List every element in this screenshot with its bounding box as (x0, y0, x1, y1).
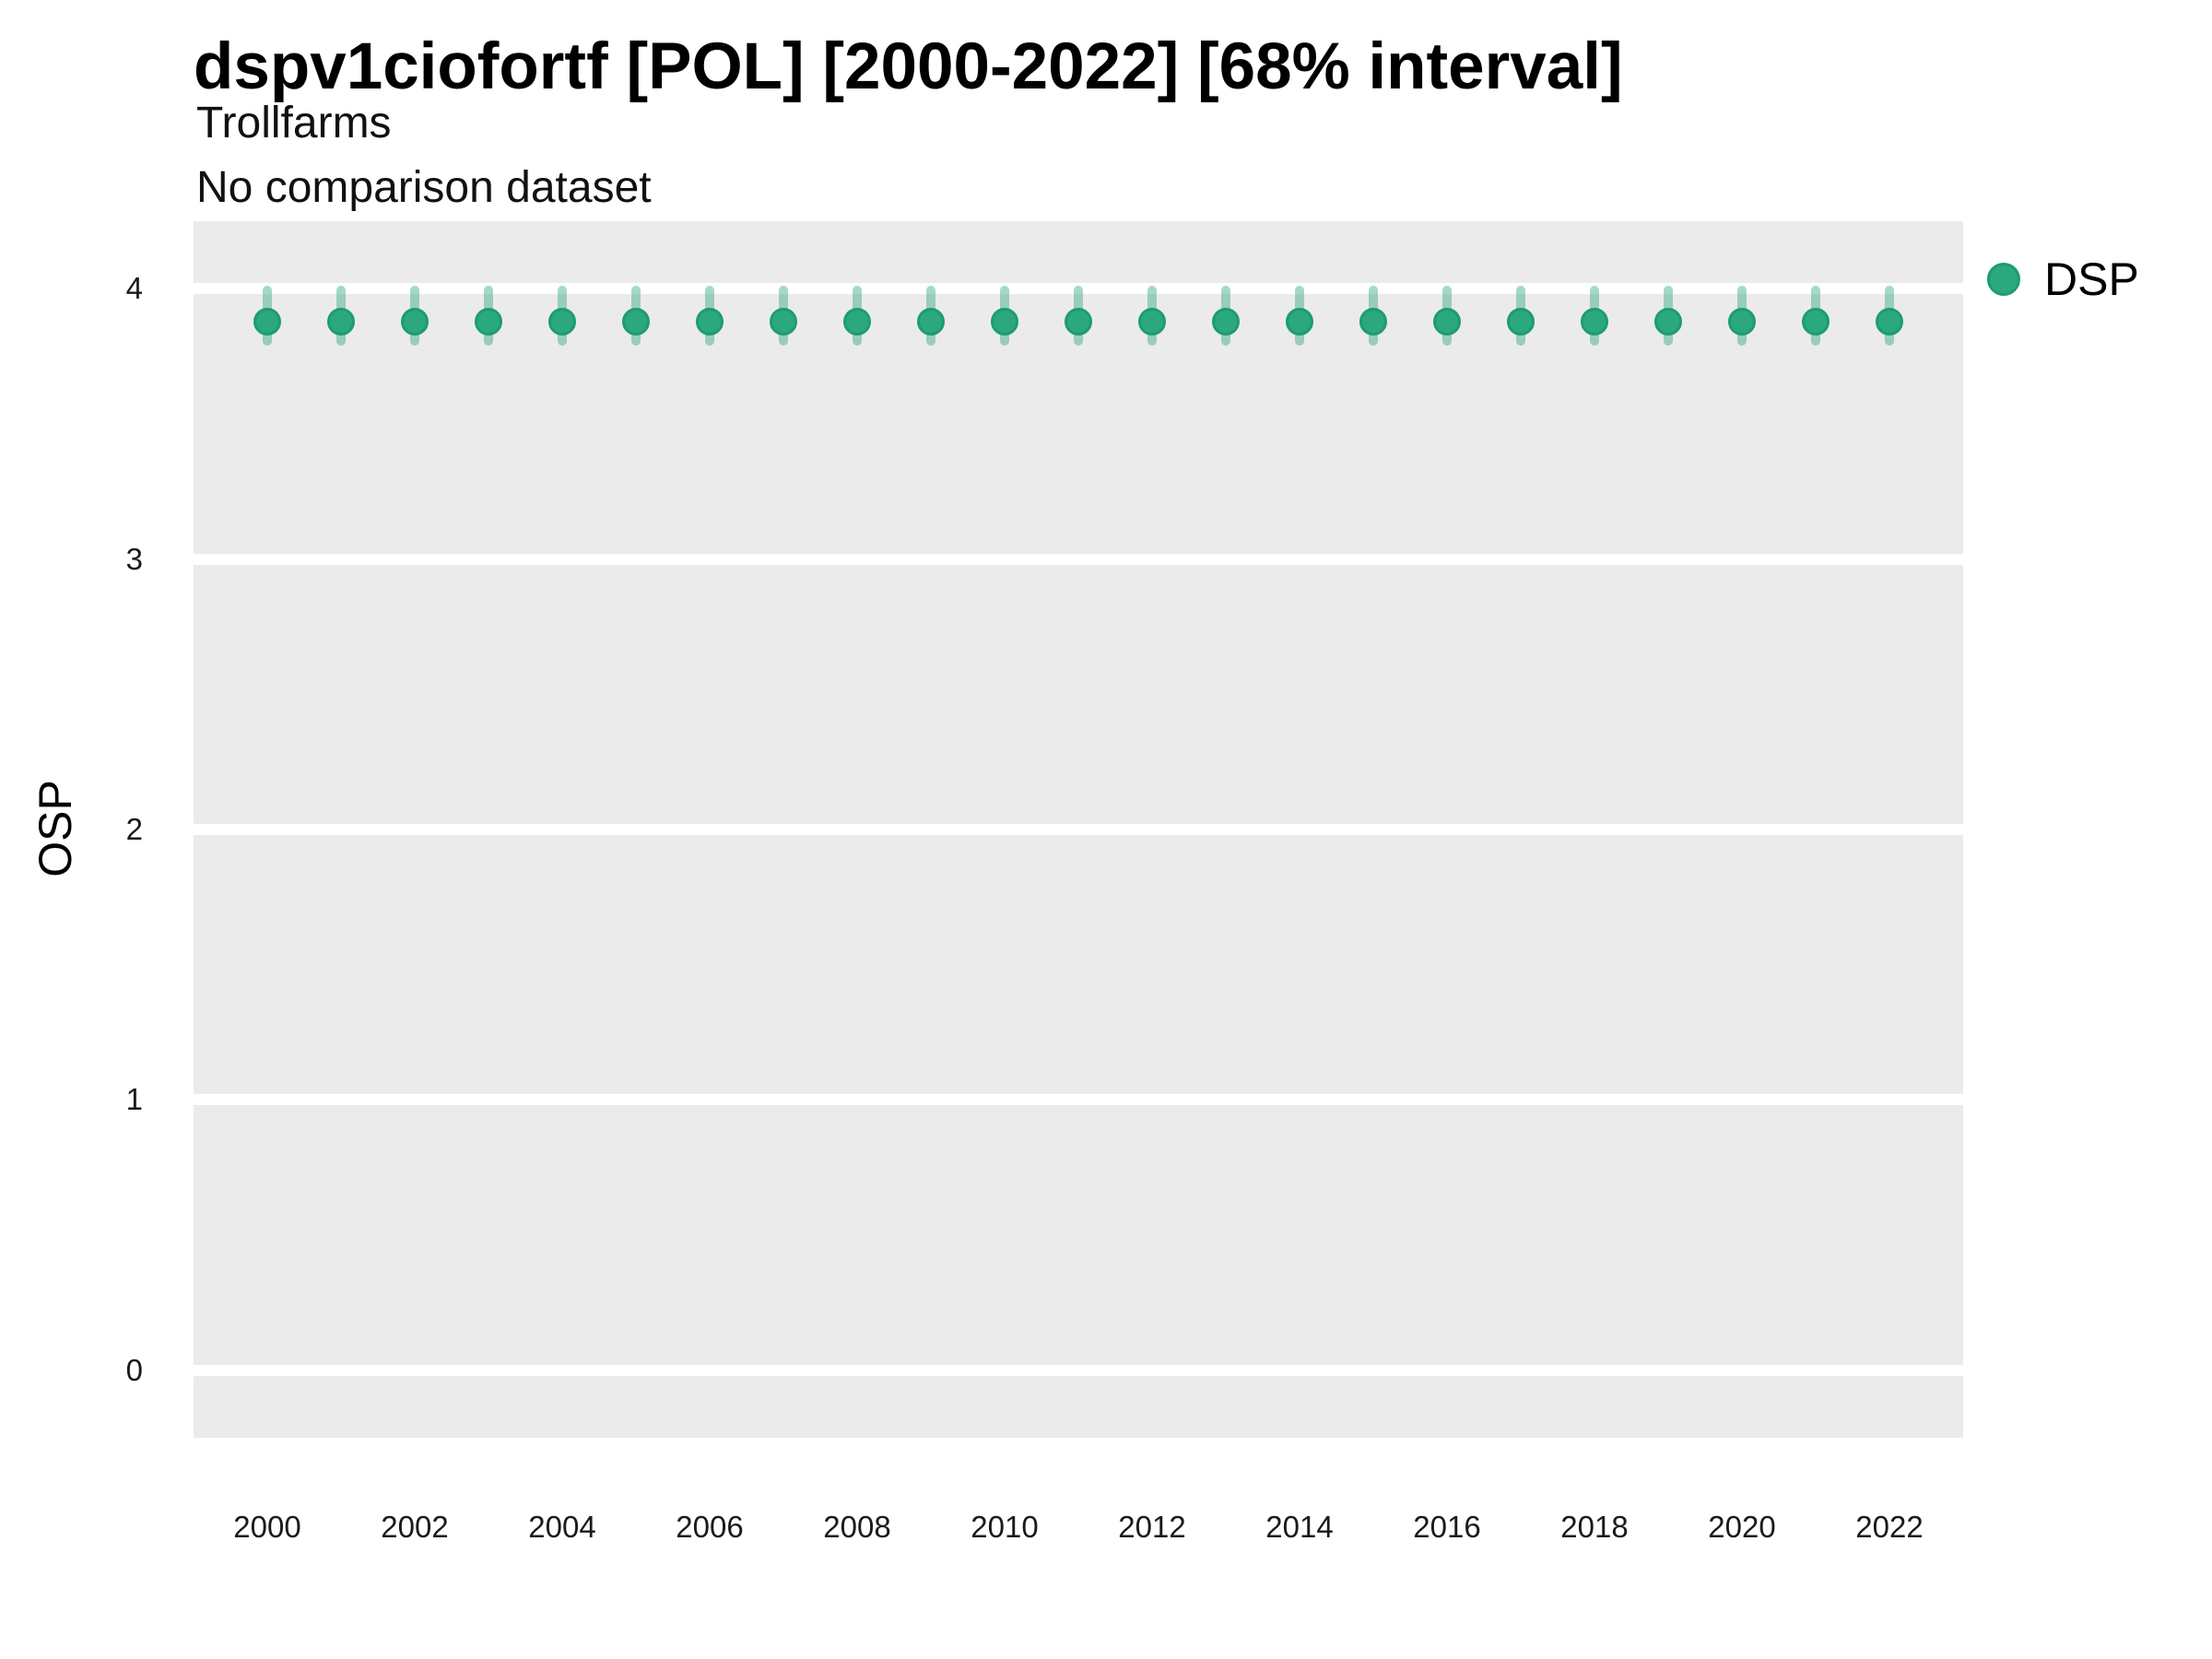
data-point (1802, 307, 1830, 335)
data-point (1138, 307, 1166, 335)
data-point (327, 307, 355, 335)
x-tick-label: 2020 (1708, 1510, 1776, 1544)
x-tick-label: 2012 (1118, 1510, 1186, 1544)
grid-line (194, 553, 1963, 565)
data-point (1581, 307, 1608, 335)
data-point (1728, 307, 1756, 335)
chart-subtitle: Trollfarms (196, 99, 392, 147)
x-tick-label: 2006 (676, 1510, 744, 1544)
chart-title: dspv1ciofortf [POL] [2000-2022] [68% int… (194, 30, 1623, 103)
x-tick-label: 2022 (1855, 1510, 1924, 1544)
data-point (843, 307, 871, 335)
data-point (770, 307, 797, 335)
x-tick-label: 2000 (233, 1510, 301, 1544)
comparison-note: No comparison dataset (196, 163, 652, 212)
data-point (1876, 307, 1903, 335)
grid-line (194, 283, 1963, 295)
data-point (1433, 307, 1461, 335)
y-tick-label: 4 (125, 271, 143, 306)
x-tick-label: 2016 (1413, 1510, 1481, 1544)
plot-panel (194, 221, 1963, 1438)
grid-line (194, 1094, 1963, 1106)
grid-line (194, 824, 1963, 835)
data-point (1065, 307, 1092, 335)
x-tick-label: 2008 (823, 1510, 891, 1544)
y-tick-label: 3 (125, 541, 143, 576)
data-point (1507, 307, 1535, 335)
data-point (475, 307, 502, 335)
y-tick-label: 2 (125, 812, 143, 846)
data-point (401, 307, 429, 335)
grid-line (194, 1364, 1963, 1376)
data-point (991, 307, 1018, 335)
x-tick-label: 2002 (381, 1510, 449, 1544)
data-point (696, 307, 724, 335)
data-point (1212, 307, 1240, 335)
legend-point-icon (1987, 263, 2020, 296)
data-point (548, 307, 576, 335)
data-point (1359, 307, 1387, 335)
x-tick-label: 2014 (1265, 1510, 1334, 1544)
data-point (1286, 307, 1313, 335)
x-tick-label: 2010 (971, 1510, 1039, 1544)
data-point (253, 307, 281, 335)
legend: DSP (1987, 256, 2139, 302)
data-point (1654, 307, 1682, 335)
y-tick-label: 0 (125, 1352, 143, 1387)
x-tick-label: 2004 (528, 1510, 596, 1544)
x-tick-label: 2018 (1560, 1510, 1629, 1544)
data-point (622, 307, 650, 335)
data-point (917, 307, 945, 335)
legend-label: DSP (2044, 253, 2139, 305)
y-tick-label: 1 (125, 1082, 143, 1117)
